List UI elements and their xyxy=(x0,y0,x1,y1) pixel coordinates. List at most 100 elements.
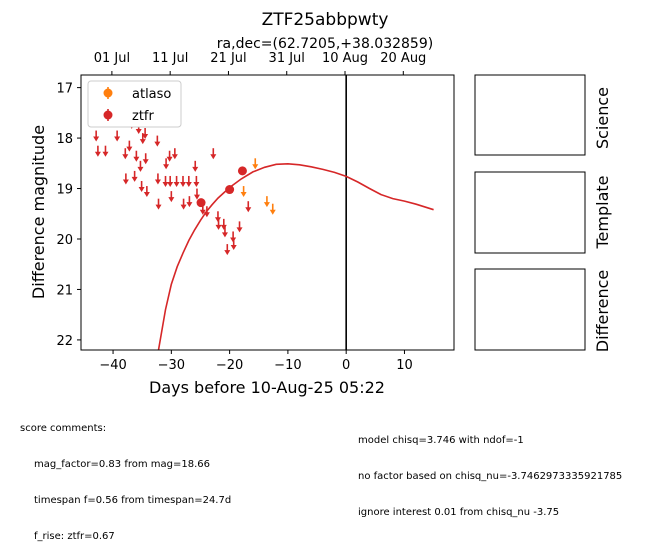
upper-limit-arrowhead xyxy=(167,181,174,187)
upper-limit-ztfr xyxy=(155,198,162,210)
upper-limit-arrowhead xyxy=(210,154,217,160)
upper-limit-ztfr xyxy=(245,201,252,213)
upper-limit-ztfr xyxy=(126,140,133,152)
model-comment-line: no factor based on chisq_nu=-3.746297333… xyxy=(358,471,623,482)
upper-limit-arrowhead xyxy=(142,134,149,140)
upper-limit-arrowhead xyxy=(122,179,129,185)
score-comment-line: f_rise: ztfr=0.67 xyxy=(34,531,115,542)
top-tick-label: 20 Aug xyxy=(380,51,426,66)
upper-limit-ztfr xyxy=(192,160,199,172)
light-curve-chart: ZTF25abbpwty ra,dec=(62.7205,+38.032859)… xyxy=(29,10,612,397)
difference-image-box xyxy=(474,268,586,351)
difference-label: Difference xyxy=(593,270,612,352)
y-tick-label: 17 xyxy=(56,82,73,97)
upper-limit-arrowhead xyxy=(186,202,193,208)
science-image-box xyxy=(474,74,586,156)
upper-limit-ztfr xyxy=(133,150,140,162)
upper-limit-arrowhead xyxy=(139,139,146,145)
upper-limit-arrowhead xyxy=(220,224,227,230)
upper-limit-ztfr xyxy=(168,191,175,203)
upper-limit-ztfr xyxy=(122,173,129,185)
upper-limit-arrowhead xyxy=(221,232,228,238)
thumbnail-difference: Difference xyxy=(474,268,612,352)
upper-limit-ztfr xyxy=(131,170,138,182)
model-comments: model chisq=3.746 with ndof=-1 no factor… xyxy=(358,411,622,531)
upper-limit-arrowhead xyxy=(269,209,276,215)
upper-limit-arrowhead xyxy=(131,176,138,182)
upper-limit-arrowhead xyxy=(263,202,270,208)
upper-limit-arrowhead xyxy=(215,224,222,230)
y-axis: 17 18 19 20 21 22 xyxy=(56,82,81,349)
upper-limit-arrowhead xyxy=(180,204,187,210)
upper-limit-arrowhead xyxy=(122,154,129,160)
upper-limit-ztfr xyxy=(179,175,186,187)
upper-limit-ztfr xyxy=(102,145,109,157)
upper-limit-ztfr xyxy=(166,150,173,162)
top-tick-label: 01 Jul xyxy=(94,51,130,66)
chart-subtitle: ra,dec=(62.7205,+38.032859) xyxy=(217,36,433,52)
upper-limit-arrowhead xyxy=(138,187,145,193)
upper-limit-ztfr xyxy=(203,206,210,218)
y-tick-label: 19 xyxy=(56,183,73,198)
upper-limit-arrowhead xyxy=(236,227,243,233)
legend-entry-ztfr: ztfr xyxy=(103,109,154,124)
upper-limit-arrowhead xyxy=(142,159,149,165)
upper-limit-arrowhead xyxy=(230,245,237,251)
upper-limit-ztfr xyxy=(114,130,121,142)
x-tick-label: −10 xyxy=(274,358,301,373)
upper-limit-arrowhead xyxy=(162,181,169,187)
upper-limit-ztfr xyxy=(215,218,222,230)
upper-limit-ztfr xyxy=(224,244,231,256)
upper-limit-arrowhead xyxy=(94,151,101,157)
upper-limit-ztfr xyxy=(167,175,174,187)
model-comment-line: model chisq=3.746 with ndof=-1 xyxy=(358,435,524,446)
y-axis-label: Difference magnitude xyxy=(29,125,48,299)
top-date-axis: 01 Jul 11 Jul 21 Jul 31 Jul 10 Aug 20 Aug xyxy=(94,51,426,75)
top-tick-label: 21 Jul xyxy=(210,51,246,66)
score-comments-heading: score comments: xyxy=(20,423,107,434)
upper-limit-ztfr xyxy=(193,188,200,200)
top-tick-label: 11 Jul xyxy=(152,51,188,66)
upper-limit-arrowhead xyxy=(114,136,121,142)
y-tick-label: 21 xyxy=(56,283,73,298)
upper-limit-arrowhead xyxy=(155,204,162,210)
upper-limit-arrowhead xyxy=(185,181,192,187)
upper-limit-arrowhead xyxy=(171,154,178,160)
score-comment-line: mag_factor=0.83 from mag=18.66 xyxy=(34,459,211,470)
upper-limit-ztfr xyxy=(193,175,200,187)
upper-limit-ztfr xyxy=(142,153,149,165)
upper-limit-arrowhead xyxy=(179,181,186,187)
upper-limit-arrowhead xyxy=(154,179,161,185)
model-curve xyxy=(157,162,434,350)
x-tick-label: −30 xyxy=(158,358,185,373)
legend-marker xyxy=(103,88,113,98)
upper-limit-arrowhead xyxy=(133,156,140,162)
data-marks xyxy=(93,117,276,256)
upper-limit-ztfr xyxy=(180,198,187,210)
upper-limit-arrowhead xyxy=(126,146,133,152)
upper-limit-ztfr xyxy=(93,130,100,142)
upper-limit-atlaso xyxy=(269,203,276,215)
x-tick-label: −20 xyxy=(216,358,243,373)
upper-limit-ztfr xyxy=(171,148,178,160)
upper-limit-ztfr xyxy=(94,145,101,157)
legend-entry-atlaso: atlaso xyxy=(103,87,171,102)
upper-limit-ztfr xyxy=(162,175,169,187)
upper-limit-ztfr xyxy=(221,226,228,238)
upper-limit-ztfr xyxy=(230,239,237,251)
upper-limit-arrowhead xyxy=(166,156,173,162)
legend-marker xyxy=(103,110,113,120)
upper-limit-arrowhead xyxy=(102,151,109,157)
upper-limit-ztfr xyxy=(122,148,129,160)
upper-limit-arrowhead xyxy=(93,136,100,142)
upper-limit-ztfr xyxy=(173,175,180,187)
x-tick-label: −40 xyxy=(99,358,126,373)
y-tick-label: 18 xyxy=(56,132,73,147)
upper-limit-arrowhead xyxy=(173,181,180,187)
thumbnail-template: Template xyxy=(474,171,612,254)
upper-limit-arrowhead xyxy=(163,164,170,170)
model-comment-line: ignore interest 0.01 from chisq_nu -3.75 xyxy=(358,507,560,518)
upper-limit-ztfr xyxy=(137,160,144,172)
upper-limit-arrowhead xyxy=(193,181,200,187)
upper-limit-arrowhead xyxy=(245,207,252,213)
